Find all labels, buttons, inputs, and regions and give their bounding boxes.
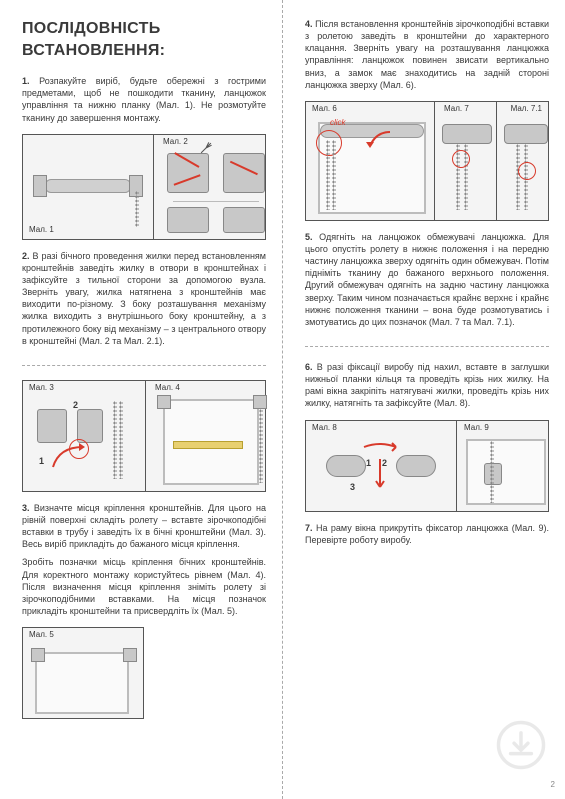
page-number: 2 xyxy=(551,780,555,791)
fig-label-4: Мал. 4 xyxy=(153,383,182,394)
section-divider-left xyxy=(22,365,266,366)
fig-label-71: Мал. 7.1 xyxy=(509,104,544,115)
fig-label-6: Мал. 6 xyxy=(310,104,339,115)
figure-6-7: Мал. 6 Мал. 7 Мал. 7.1 click xyxy=(305,101,549,221)
fig-label-9: Мал. 9 xyxy=(462,423,491,434)
figure-8-9: Мал. 8 Мал. 9 1 2 3 xyxy=(305,420,549,512)
fig-label-5: Мал. 5 xyxy=(27,630,56,641)
page-title: ПОСЛІДОВНІСТЬ ВСТАНОВЛЕННЯ: xyxy=(22,18,266,61)
step-1: 1. Розпакуйте виріб, будьте обережні з г… xyxy=(22,75,266,124)
fig-label-8: Мал. 8 xyxy=(310,423,339,434)
figure-3-4: Мал. 3 Мал. 4 2 1 xyxy=(22,380,266,492)
step-3b: Зробіть позначки місць кріплення бічних … xyxy=(22,556,266,617)
fig-label-3: Мал. 3 xyxy=(27,383,56,394)
fig-label-1: Мал. 1 xyxy=(27,225,56,236)
fig-label-2: Мал. 2 xyxy=(161,137,190,148)
step-3a: 3. Визначте місця кріплення кронштейнів.… xyxy=(22,502,266,551)
figure-5: Мал. 5 xyxy=(22,627,144,719)
fig-label-7: Мал. 7 xyxy=(442,104,471,115)
step-5: 5. Одягніть на ланцюжок обмежувачі ланцю… xyxy=(305,231,549,328)
watermark-icon xyxy=(495,719,547,771)
step-7: 7. На раму вікна прикрутіть фіксатор лан… xyxy=(305,522,549,546)
step-4: 4. Після встановлення кронштейнів зірочк… xyxy=(305,18,549,91)
section-divider-right xyxy=(305,346,549,347)
click-label: click xyxy=(330,118,346,129)
step-2: 2. В разі бічного проведення жилки перед… xyxy=(22,250,266,347)
figure-1-2: Мал. 1 Мал. 2 Мал. 2.1 xyxy=(22,134,266,240)
step-6: 6. В разі фіксації виробу під нахил, вст… xyxy=(305,361,549,410)
